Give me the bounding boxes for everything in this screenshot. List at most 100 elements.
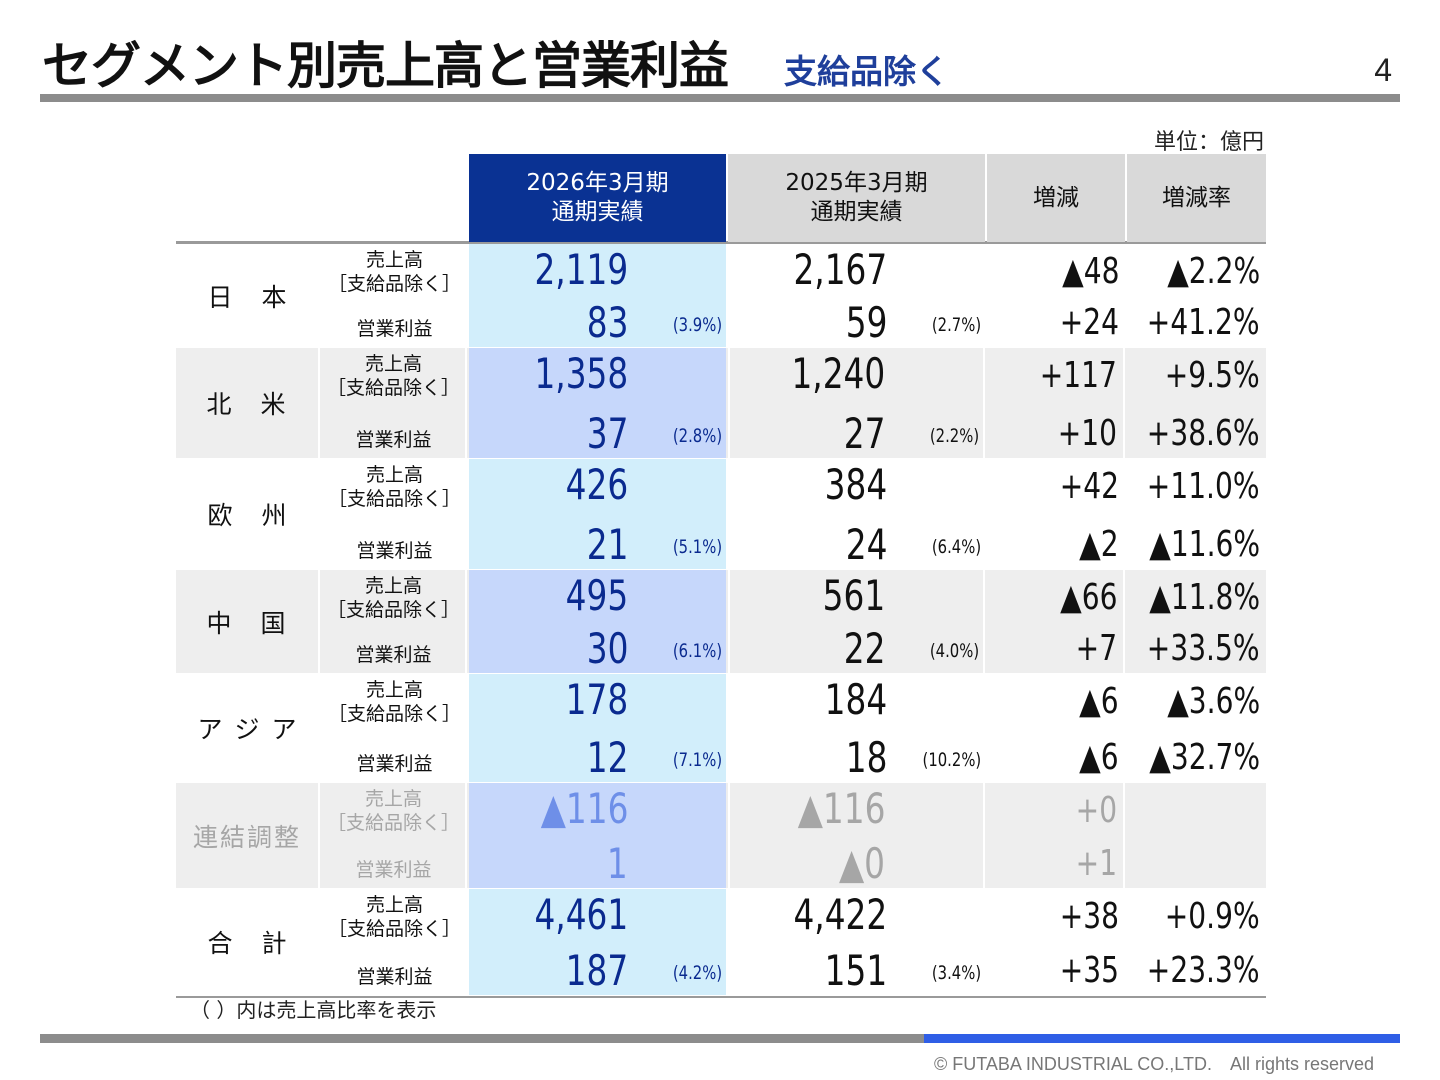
current-profit-value: 83 (586, 298, 628, 347)
page-number: 4 (1374, 52, 1392, 88)
sales-label: 売上高 ［支給品除く］ (322, 352, 465, 400)
segment-row: 日 本 売上高 ［支給品除く］ 営業利益 2,119 83 (3.9%) 2,167 59 (2.… (176, 244, 1266, 348)
profit-label: 営業利益 (356, 966, 433, 988)
current-profit-ratio: (4.2%) (672, 962, 722, 984)
profit-label: 営業利益 (355, 859, 432, 881)
sales-change-rate: ▲3.6% (1167, 681, 1260, 722)
current-period-cell: ▲116 1 (469, 783, 726, 888)
profit-change-value: ▲6 (1079, 737, 1119, 778)
profit-change-value: +7 (1075, 628, 1117, 669)
current-profit-value: 1 (607, 839, 628, 888)
metric-labels: 売上高 ［支給品除く］ 営業利益 (322, 889, 467, 995)
current-profit-ratio: (5.1%) (672, 536, 722, 558)
change-rate-cell (1127, 783, 1266, 888)
sales-label-line2: ［支給品除く］ (326, 599, 460, 621)
previous-period-cell: ▲116 ▲0 (728, 783, 985, 888)
page-title: セグメント別売上高と営業利益 (42, 37, 729, 95)
current-sales-value: 178 (565, 675, 628, 724)
profit-change-value: ▲2 (1079, 524, 1119, 565)
change-rate-cell: ▲2.2% +41.2% (1127, 244, 1266, 347)
header-change: 増減 (987, 154, 1125, 242)
profit-change-rate: +23.3% (1147, 950, 1260, 991)
current-profit-value: 30 (586, 624, 628, 673)
header-previous-period: 2025年3月期 通期実績 (728, 154, 985, 242)
current-period-cell: 2,119 83 (3.9%) (469, 244, 726, 347)
header-previous-line2: 通期実績 (810, 199, 903, 225)
current-period-cell: 4,461 187 (4.2%) (469, 889, 726, 995)
metric-labels: 売上高 ［支給品除く］ 営業利益 (322, 570, 467, 673)
previous-sales-value: 2,167 (793, 245, 887, 294)
change-cell: ▲66 +7 (987, 570, 1125, 673)
profit-change-value: +1 (1075, 843, 1117, 884)
metric-labels: 売上高 ［支給品除く］ 営業利益 (322, 459, 467, 569)
segment-row: 欧 州 売上高 ［支給品除く］ 営業利益 426 21 (5.1%) 384 24 (6.4%) +… (176, 459, 1266, 570)
sales-label-line2: ［支給品除く］ (327, 703, 461, 725)
previous-profit-value: 18 (845, 733, 887, 782)
previous-period-cell: 184 18 (10.2%) (728, 674, 985, 782)
sales-change-value: +0 (1075, 790, 1117, 831)
profit-label: 営業利益 (356, 318, 433, 340)
sales-change-rate: +0.9% (1165, 896, 1260, 937)
current-period-cell: 1,358 37 (2.8%) (469, 348, 726, 458)
header-change-label: 増減 (1033, 184, 1079, 211)
profit-label: 営業利益 (355, 644, 432, 666)
header-current-line2: 通期実績 (551, 199, 644, 225)
segment-name: 北 米 (176, 348, 320, 458)
previous-period-cell: 561 22 (4.0%) (728, 570, 985, 673)
profit-label: 営業利益 (355, 429, 432, 451)
slide-title: セグメント別売上高と営業利益 支給品除く (42, 26, 949, 95)
segment-name: 中 国 (176, 570, 320, 673)
previous-sales-value: 4,422 (793, 890, 887, 939)
segment-name: 連結調整 (176, 783, 320, 888)
sales-change-value: +117 (1039, 355, 1117, 396)
change-cell: +38 +35 (987, 889, 1125, 995)
previous-profit-ratio: (6.4%) (931, 536, 981, 558)
sales-label: 売上高 ［支給品除く］ (322, 678, 467, 726)
current-profit-ratio: (3.9%) (672, 314, 722, 336)
previous-profit-value: 151 (824, 946, 887, 995)
previous-profit-ratio: (3.4%) (931, 962, 981, 984)
footer-accent-bar (924, 1034, 1400, 1043)
current-period-cell: 495 30 (6.1%) (469, 570, 726, 673)
sales-label-line1: 売上高 (364, 575, 422, 597)
current-profit-ratio: (2.8%) (672, 425, 722, 447)
previous-profit-ratio: (4.0%) (929, 640, 979, 662)
profit-label: 営業利益 (356, 753, 433, 775)
profit-change-value: +35 (1059, 950, 1119, 991)
sales-label-line2: ［支給品除く］ (326, 377, 460, 399)
change-cell: ▲6 ▲6 (987, 674, 1125, 782)
sales-change-value: +42 (1059, 466, 1119, 507)
current-profit-value: 37 (586, 409, 628, 458)
previous-period-cell: 2,167 59 (2.7%) (728, 244, 985, 347)
sales-change-rate: ▲2.2% (1167, 251, 1260, 292)
sales-change-value: ▲48 (1061, 251, 1119, 292)
profit-change-value: +10 (1057, 413, 1117, 454)
change-rate-cell: ▲11.8% +33.5% (1127, 570, 1266, 673)
metric-labels: 売上高 ［支給品除く］ 営業利益 (322, 244, 467, 347)
previous-sales-value: 384 (824, 460, 887, 509)
current-profit-value: 187 (565, 946, 628, 995)
change-rate-cell: ▲3.6% ▲32.7% (1127, 674, 1266, 782)
sales-label-line2: ［支給品除く］ (327, 488, 461, 510)
previous-period-cell: 384 24 (6.4%) (728, 459, 985, 569)
sales-change-value: ▲66 (1059, 577, 1117, 618)
segment-row: 合 計 売上高 ［支給品除く］ 営業利益 4,461 187 (4.2%) 4,422 151 (… (176, 889, 1266, 996)
previous-profit-value: ▲0 (838, 839, 885, 888)
metric-labels: 売上高 ［支給品除く］ 営業利益 (322, 783, 467, 888)
profit-change-rate: +33.5% (1147, 628, 1260, 669)
sales-label-line1: 売上高 (365, 894, 423, 916)
previous-sales-value: 561 (822, 571, 885, 620)
footer-divider (40, 1034, 924, 1043)
current-sales-value: ▲116 (540, 784, 628, 833)
sales-label: 売上高 ［支給品除く］ (322, 574, 465, 622)
metric-labels: 売上高 ［支給品除く］ 営業利益 (322, 674, 467, 782)
previous-profit-value: 22 (843, 624, 885, 673)
header-current-line1: 2026年3月期 (526, 170, 669, 196)
previous-profit-value: 27 (843, 409, 885, 458)
sales-label: 売上高 ［支給品除く］ (322, 893, 467, 941)
profit-change-value: +24 (1059, 302, 1119, 343)
sales-change-rate: +11.0% (1147, 466, 1260, 507)
profit-change-rate: ▲32.7% (1149, 737, 1260, 778)
previous-sales-value: 184 (824, 675, 887, 724)
segment-name: 欧 州 (207, 501, 289, 530)
